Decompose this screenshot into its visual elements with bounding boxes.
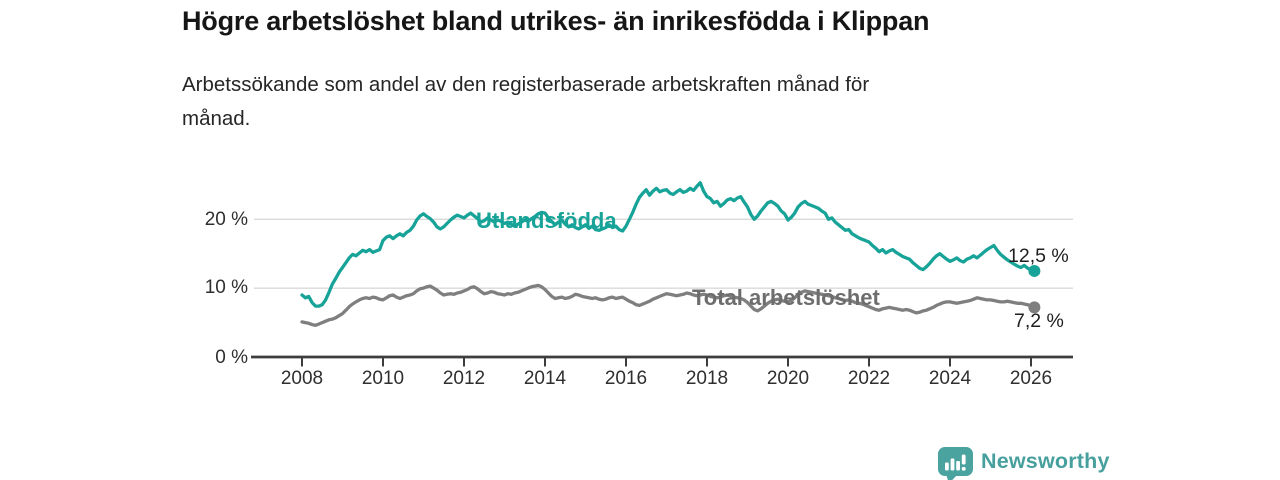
y-axis-tick-label-0: 0 % bbox=[215, 347, 248, 368]
x-axis-tick-label-2024: 2024 bbox=[928, 368, 972, 389]
chart-subtitle: Arbetssökande som andel av den registerb… bbox=[182, 68, 1082, 136]
x-axis-tick-label-2016: 2016 bbox=[604, 368, 648, 389]
newsworthy-logo-text: Newsworthy bbox=[981, 449, 1110, 473]
x-axis-tick-label-2026: 2026 bbox=[1009, 368, 1053, 389]
x-axis-tick-label-2014: 2014 bbox=[523, 368, 567, 389]
x-axis-tick-label-2012: 2012 bbox=[442, 368, 486, 389]
series-line-0 bbox=[300, 181, 1037, 308]
subtitle-line-1: Arbetssökande som andel av den registerb… bbox=[182, 73, 870, 96]
x-axis-tick-label-2018: 2018 bbox=[685, 368, 729, 389]
series-end-dot-1 bbox=[1028, 301, 1041, 314]
end-value-label-total: 7,2 % bbox=[1014, 310, 1064, 332]
series-label-utlandsfodda: Utlandsfödda bbox=[476, 208, 617, 233]
series-end-dot-0 bbox=[1028, 264, 1041, 277]
y-axis-tick-label-10: 10 % bbox=[204, 277, 248, 298]
end-value-label-utlandsfodda: 12,5 % bbox=[1008, 245, 1069, 267]
x-axis-tick-label-2020: 2020 bbox=[766, 368, 810, 389]
chart-title: Högre arbetslöshet bland utrikes- än inr… bbox=[182, 6, 930, 36]
series-label-total-arbetsloshet: Total arbetslöshet bbox=[692, 285, 880, 310]
y-axis-tick-label-20: 20 % bbox=[204, 209, 248, 230]
bar-chart-speech-bubble-icon bbox=[938, 447, 973, 480]
newsworthy-branding: Newsworthy bbox=[937, 446, 1109, 480]
x-axis-tick-label-2022: 2022 bbox=[847, 368, 891, 389]
subtitle-line-2: månad. bbox=[182, 107, 251, 130]
series-line-1 bbox=[300, 283, 1037, 327]
x-axis-tick-label-2008: 2008 bbox=[280, 368, 324, 389]
x-axis-tick-label-2010: 2010 bbox=[361, 368, 405, 389]
